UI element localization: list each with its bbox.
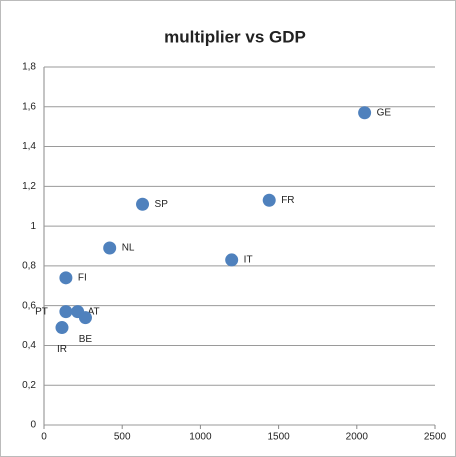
x-tick-label: 1500 xyxy=(267,432,290,443)
point xyxy=(136,197,150,211)
point xyxy=(55,321,69,335)
point xyxy=(59,271,73,285)
y-tick-label: 0,4 xyxy=(22,340,36,351)
y-tick-label: 1,8 xyxy=(22,62,36,73)
point-label: SP xyxy=(155,199,169,210)
point xyxy=(225,253,239,267)
point-label: IR xyxy=(57,344,67,355)
y-tick-label: 0,8 xyxy=(22,261,36,272)
point xyxy=(103,241,117,255)
point-label: FR xyxy=(281,195,294,206)
point-label: IT xyxy=(244,255,253,266)
x-tick-label: 0 xyxy=(41,432,47,443)
x-tick-label: 2500 xyxy=(424,432,447,443)
chart-title: multiplier vs GDP xyxy=(164,27,306,46)
y-tick-label: 0,6 xyxy=(22,300,36,311)
point-label: FI xyxy=(78,272,87,283)
y-tick-label: 1 xyxy=(30,221,36,232)
point xyxy=(358,106,372,120)
point xyxy=(59,305,73,319)
y-tick-label: 0,2 xyxy=(22,380,36,391)
point xyxy=(262,193,276,207)
x-tick-label: 500 xyxy=(114,432,131,443)
point-label: PT xyxy=(35,306,48,317)
x-tick-label: 2000 xyxy=(346,432,369,443)
point-label: NL xyxy=(122,243,135,254)
y-tick-label: 0 xyxy=(30,420,36,431)
point-label: AT xyxy=(88,306,100,317)
point-label: BE xyxy=(79,334,93,345)
point xyxy=(78,311,92,325)
y-tick-label: 1,4 xyxy=(22,141,36,152)
y-tick-label: 1,2 xyxy=(22,181,36,192)
y-tick-label: 1,6 xyxy=(22,101,36,112)
point-label: GE xyxy=(377,107,392,118)
x-tick-label: 1000 xyxy=(189,432,212,443)
